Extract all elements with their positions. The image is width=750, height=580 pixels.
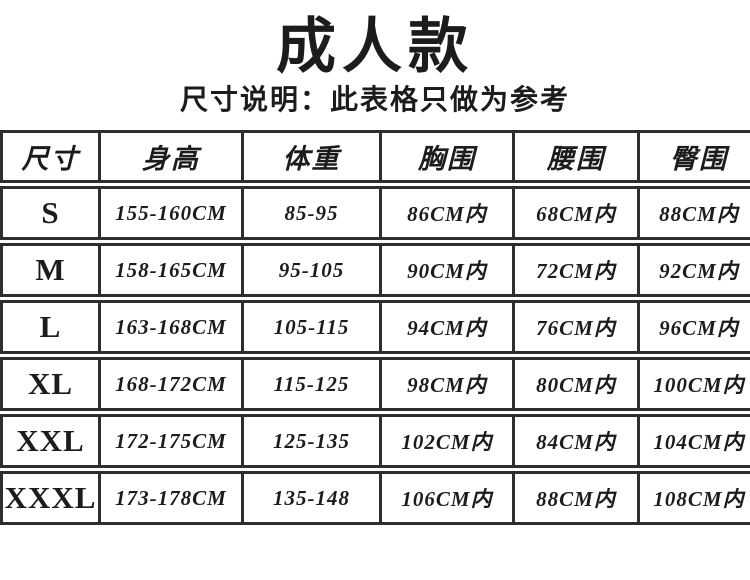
value-cell: 115-125 — [241, 351, 382, 415]
value-cell: 84CM内 — [512, 408, 640, 472]
value-cell: 96CM内 — [637, 294, 750, 358]
value-cell: 68CM内 — [512, 180, 640, 244]
value-cell: 135-148 — [241, 465, 382, 526]
table-head: 尺寸 身高 体重 胸围 腰围 臀围 — [0, 130, 750, 187]
value-cell: 163-168CM — [98, 294, 244, 358]
size-cell: XXXL — [0, 465, 101, 526]
size-cell: S — [0, 180, 101, 244]
value-cell: 72CM内 — [512, 237, 640, 301]
value-cell: 86CM内 — [379, 180, 515, 244]
value-cell: 88CM内 — [512, 465, 640, 526]
table-row: XL 168-172CM 115-125 98CM内 80CM内 100CM内 — [0, 351, 750, 415]
size-note: 尺寸说明：此表格只做为参考 — [179, 84, 570, 115]
size-cell: XXL — [0, 408, 101, 472]
value-cell: 155-160CM — [98, 180, 244, 244]
column-header: 胸围 — [379, 130, 515, 187]
size-cell: L — [0, 294, 101, 358]
column-header: 尺寸 — [0, 130, 101, 187]
value-cell: 172-175CM — [98, 408, 244, 472]
column-header: 臀围 — [637, 130, 750, 187]
table-row: XXL 172-175CM 125-135 102CM内 84CM内 104CM内 — [0, 408, 750, 472]
value-cell: 80CM内 — [512, 351, 640, 415]
column-header: 身高 — [98, 130, 244, 187]
value-cell: 168-172CM — [98, 351, 244, 415]
size-cell: M — [0, 237, 101, 301]
value-cell: 95-105 — [241, 237, 382, 301]
value-cell: 85-95 — [241, 180, 382, 244]
table-header-row: 尺寸 身高 体重 胸围 腰围 臀围 — [0, 130, 750, 187]
value-cell: 106CM内 — [379, 465, 515, 526]
value-cell: 98CM内 — [379, 351, 515, 415]
value-cell: 102CM内 — [379, 408, 515, 472]
value-cell: 88CM内 — [637, 180, 750, 244]
value-cell: 76CM内 — [512, 294, 640, 358]
table-row: XXXL 173-178CM 135-148 106CM内 88CM内 108CM内 — [0, 465, 750, 526]
value-cell: 173-178CM — [98, 465, 244, 526]
value-cell: 104CM内 — [637, 408, 750, 472]
size-table: 尺寸 身高 体重 胸围 腰围 臀围 S 155-160CM 85-95 86CM内 68CM内 88… — [0, 130, 750, 526]
value-cell: 125-135 — [241, 408, 382, 472]
value-cell: 108CM内 — [637, 465, 750, 526]
value-cell: 105-115 — [241, 294, 382, 358]
value-cell: 92CM内 — [637, 237, 750, 301]
table-row: M 158-165CM 95-105 90CM内 72CM内 92CM内 — [0, 237, 750, 301]
value-cell: 158-165CM — [98, 237, 244, 301]
table-row: L 163-168CM 105-115 94CM内 76CM内 96CM内 — [0, 294, 750, 358]
page-title: 成人款 — [276, 13, 474, 80]
column-header: 腰围 — [512, 130, 640, 187]
size-cell: XL — [0, 351, 101, 415]
column-header: 体重 — [241, 130, 382, 187]
value-cell: 90CM内 — [379, 237, 515, 301]
table-body: S 155-160CM 85-95 86CM内 68CM内 88CM内 M 158-165CM… — [0, 180, 750, 526]
value-cell: 94CM内 — [379, 294, 515, 358]
value-cell: 100CM内 — [637, 351, 750, 415]
table-row: S 155-160CM 85-95 86CM内 68CM内 88CM内 — [0, 180, 750, 244]
